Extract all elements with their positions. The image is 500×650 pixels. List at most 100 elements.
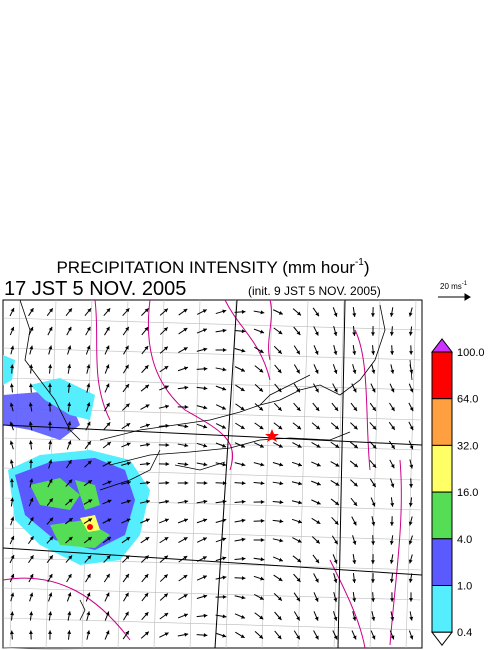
colorbar-label: 4.0 <box>457 534 472 546</box>
wind-arrow <box>274 611 282 621</box>
wind-arrow <box>370 554 375 564</box>
wind-arrow <box>121 518 131 524</box>
wind-arrow <box>408 592 413 602</box>
wind-arrow <box>29 459 34 469</box>
wind-arrow-head <box>222 348 227 353</box>
wind-arrow-head <box>222 367 227 372</box>
wind-arrow <box>84 555 92 563</box>
wind-arrow <box>9 554 15 564</box>
wind-arrow <box>123 592 129 602</box>
wind-arrow-head <box>202 309 207 313</box>
wind-arrow <box>104 345 110 355</box>
wind-arrow-head <box>165 423 170 428</box>
grid-line <box>2 377 423 391</box>
wind-arrow-head <box>48 592 53 597</box>
wind-arrow <box>28 630 33 640</box>
wind-arrow-head <box>202 575 207 580</box>
wind-arrow <box>65 479 73 487</box>
wind-arrow-head <box>47 421 52 425</box>
wind-arrow <box>313 364 319 374</box>
wind-arrow <box>159 327 169 335</box>
wind-arrow-head <box>259 387 263 392</box>
wind-arrow-head <box>144 631 149 636</box>
wind-arrow <box>65 536 73 544</box>
wind-arrow-head <box>10 345 15 350</box>
wind-arrow-head <box>372 406 376 411</box>
wind-arrow <box>313 383 319 393</box>
wind-arrow-head <box>9 383 14 388</box>
wind-arrow <box>370 573 375 583</box>
wind-arrow-head <box>29 536 34 541</box>
title-superscript: -1 <box>355 257 364 268</box>
wind-arrow-head <box>316 520 321 524</box>
wind-arrow-head <box>390 351 395 355</box>
wind-arrow-head <box>297 539 302 543</box>
wind-arrow-head <box>409 635 414 640</box>
wind-arrow <box>10 364 15 374</box>
grid-line <box>2 317 423 331</box>
wind-arrow <box>177 405 189 410</box>
wind-arrow <box>234 309 246 314</box>
wind-arrow-head <box>352 540 357 545</box>
wind-arrow-head <box>370 560 375 564</box>
wind-arrow-head <box>29 497 34 502</box>
wind-arrow <box>389 307 394 317</box>
wind-arrow-head <box>67 345 72 350</box>
grid-line <box>261 299 273 649</box>
wind-arrow-head <box>9 421 14 426</box>
wind-arrow <box>253 499 265 504</box>
wind-arrow-head <box>334 501 339 506</box>
wind-arrow-head <box>86 611 91 616</box>
colorbar-label: 1.0 <box>457 581 472 593</box>
wind-arrow <box>46 555 54 563</box>
colorbar-segment <box>431 491 453 540</box>
wind-arrow-head <box>10 326 15 331</box>
wind-arrow <box>253 328 265 334</box>
wind-arrow <box>370 307 375 317</box>
wind-arrow-head <box>49 308 53 313</box>
wind-arrow <box>197 556 207 562</box>
wind-arrow-head <box>86 592 91 597</box>
wind-arrow <box>9 459 14 469</box>
wind-arrow <box>141 592 149 602</box>
wind-arrow <box>85 573 91 583</box>
wind-arrow <box>293 592 301 602</box>
wind-arrow-head <box>296 331 301 335</box>
wind-arrow <box>293 383 301 393</box>
wind-arrow-head <box>203 386 208 391</box>
wind-arrow-head <box>165 462 170 467</box>
wind-arrow <box>312 307 320 317</box>
wind-arrow <box>369 460 377 468</box>
wind-arrow <box>312 554 320 564</box>
wind-arrow-head <box>333 597 338 602</box>
wind-arrow-head <box>371 369 376 374</box>
wind-arrow-head <box>408 559 413 564</box>
colorbar-label: 32.0 <box>457 440 478 452</box>
boundary-line <box>2 547 423 576</box>
wind-arrow-head <box>372 425 377 430</box>
wind-arrow-head <box>49 555 53 560</box>
wind-arrow <box>215 328 227 333</box>
wind-arrow <box>253 462 265 467</box>
grid-line <box>189 299 201 649</box>
wind-arrow <box>390 345 395 355</box>
wind-arrow <box>196 613 208 618</box>
wind-arrow-head <box>241 481 246 486</box>
wind-arrow <box>47 383 52 393</box>
wind-arrow <box>253 442 265 448</box>
title-close: ) <box>364 258 370 277</box>
wind-arrow <box>215 575 227 580</box>
wind-arrow-head <box>278 577 283 581</box>
wind-arrow-head <box>240 634 245 638</box>
wind-arrow <box>83 479 93 487</box>
wind-arrow-head <box>67 460 72 465</box>
wind-arrow <box>311 442 321 448</box>
wind-arrow <box>352 326 357 336</box>
wind-arrow <box>141 308 149 316</box>
wind-arrow-head <box>146 499 150 504</box>
wind-arrow <box>253 538 265 543</box>
precip-area <box>75 480 100 510</box>
wind-arrow-head <box>47 402 52 406</box>
wind-arrow-head <box>29 345 34 350</box>
wind-arrow <box>123 345 129 355</box>
